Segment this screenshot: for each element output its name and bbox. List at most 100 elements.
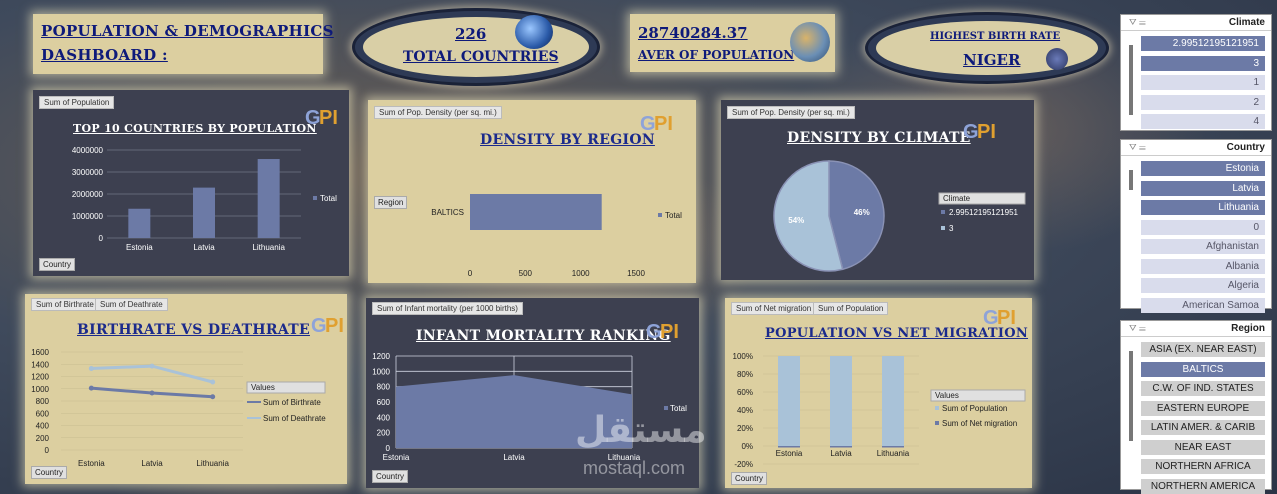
panel-birth-death: Sum of Birthrate Sum of Deathrate BIRTHR… <box>25 294 347 484</box>
kpi-avg-population-box: 28740284.37 AVER OF POPULATION <box>630 14 835 72</box>
slicer-region-title: Region <box>1231 323 1265 334</box>
y-tick-label: 1600 <box>31 348 49 357</box>
slicer-country-item[interactable]: Lithuania <box>1141 200 1265 215</box>
y-tick-label: 1200 <box>372 352 390 361</box>
y-tick-label: 1000000 <box>72 212 104 221</box>
slicer-country-item[interactable]: 0 <box>1141 219 1265 235</box>
x-tick-label: Estonia <box>78 459 105 468</box>
bar <box>257 159 280 238</box>
slicer-region-item[interactable]: C.W. OF IND. STATES <box>1141 381 1265 396</box>
field-tag-deathrate[interactable]: Sum of Deathrate <box>95 298 168 311</box>
legend-swatch <box>935 421 939 425</box>
y-tick-label: 0% <box>741 442 753 451</box>
slicer-country-item[interactable]: Latvia <box>1141 180 1265 196</box>
chart-title-density-region: DENSITY BY REGION <box>480 132 655 148</box>
field-tag-infant[interactable]: Sum of Infant mortality (per 1000 births… <box>372 302 523 315</box>
svg-text:PI: PI <box>660 321 679 343</box>
kpi-avg-population-value: 28740284.37 <box>638 24 748 42</box>
slicer-country-item[interactable]: Algeria <box>1141 278 1265 293</box>
slicer-region-item[interactable]: NORTHERN AFRICA <box>1141 459 1265 474</box>
slicer-country-item[interactable]: Estonia <box>1141 161 1265 176</box>
legend-label: Sum of Birthrate <box>263 398 321 407</box>
filter-clear-icon[interactable]: ⛛ ☰ <box>1129 142 1146 152</box>
y-tick-label: -20% <box>734 460 753 469</box>
x-tick-label: Lithuania <box>252 243 285 252</box>
filter-country-button[interactable]: Country <box>731 472 768 485</box>
panel-density-region: Sum of Pop. Density (per sq. mi.) DENSIT… <box>368 100 696 283</box>
field-tag-population[interactable]: Sum of Population <box>813 302 889 315</box>
legend-label: 2.99512195121951 <box>949 208 1019 217</box>
slicer-climate-item[interactable]: 2 <box>1141 94 1265 110</box>
data-point <box>210 394 216 400</box>
slicer-country-title: Country <box>1226 142 1265 153</box>
pie-slice <box>773 160 844 272</box>
x-tick-label: Latvia <box>830 449 852 458</box>
bar <box>193 187 215 238</box>
filter-country-button[interactable]: Country <box>39 258 76 271</box>
filter-country-button[interactable]: Country <box>372 470 409 483</box>
legend-swatch <box>935 406 939 410</box>
y-tick-label: 400 <box>36 422 50 431</box>
slicer-country-item[interactable]: Afghanistan <box>1141 239 1265 254</box>
gpi-logo: GPI <box>305 107 338 129</box>
y-tick-label: 4000000 <box>72 146 104 155</box>
slicer-region-item[interactable]: ASIA (EX. NEAR EAST) <box>1141 342 1265 357</box>
legend-swatch <box>658 213 662 217</box>
y-tick-label: 200 <box>36 434 50 443</box>
field-tag-population[interactable]: Sum of Population <box>39 96 115 109</box>
svg-text:G: G <box>983 307 999 329</box>
y-tick-label: 1400 <box>31 360 49 369</box>
svg-text:G: G <box>963 121 979 143</box>
dashboard-title-line2: DASHBOARD : <box>41 46 168 64</box>
data-label: 54% <box>788 216 804 225</box>
slicer-region-item[interactable]: LATIN AMER. & CARIB <box>1141 420 1265 435</box>
gpi-logo: GPI <box>640 113 673 135</box>
slicer-climate-item[interactable]: 2.99512195121951 <box>1141 36 1265 51</box>
slicer-climate-item[interactable]: 4 <box>1141 114 1265 129</box>
data-point <box>88 366 94 372</box>
filter-clear-icon[interactable]: ⛛ ☰ <box>1129 17 1146 27</box>
x-tick-label: 1500 <box>627 269 645 278</box>
slicer-country-item[interactable]: American Samoa <box>1141 297 1265 313</box>
svg-text:PI: PI <box>654 113 673 135</box>
x-tick-label: Latvia <box>193 243 215 252</box>
slicer-climate-item[interactable]: 1 <box>1141 75 1265 90</box>
filter-clear-icon[interactable]: ⛛ ☰ <box>1129 323 1146 333</box>
chart-title-birth-death: BIRTHRATE VS DEATHRATE <box>77 322 310 338</box>
field-tag-density[interactable]: Sum of Pop. Density (per sq. mi.) <box>374 106 502 119</box>
chart-title-top10: TOP 10 COUNTRIES BY POPULATION <box>73 122 317 135</box>
y-tick-label: 1000 <box>31 385 49 394</box>
y-tick-label: BALTICS <box>431 208 464 217</box>
slicer-region-item[interactable]: EASTERN EUROPE <box>1141 400 1265 416</box>
x-tick-label: 500 <box>519 269 533 278</box>
kpi-avg-population-label: AVER OF POPULATION <box>638 48 795 62</box>
panel-top10: Sum of Population TOP 10 COUNTRIES BY PO… <box>33 90 349 276</box>
bar <box>778 446 800 448</box>
field-tag-density-climate[interactable]: Sum of Pop. Density (per sq. mi.) <box>727 106 855 119</box>
legend-swatch <box>313 196 317 200</box>
filter-country-button[interactable]: Country <box>31 466 68 479</box>
y-tick-label: 20% <box>737 424 753 433</box>
area <box>396 375 632 448</box>
filter-region-button[interactable]: Region <box>374 196 408 209</box>
slicer-country-item[interactable]: Albania <box>1141 258 1265 274</box>
svg-text:G: G <box>646 321 662 343</box>
slicer-region-item[interactable]: NEAR EAST <box>1141 439 1265 455</box>
bar <box>128 208 151 238</box>
x-tick-label: Lithuania <box>196 459 229 468</box>
field-tag-net-migration[interactable]: Sum of Net migration <box>731 302 817 315</box>
desk-globe-icon <box>790 22 830 62</box>
slicer-region-item[interactable]: NORTHERN AMERICA <box>1141 478 1265 494</box>
bar <box>830 356 852 446</box>
data-point <box>88 385 94 391</box>
bar <box>882 356 904 446</box>
gpi-logo: GPI <box>646 321 679 343</box>
panel-density-climate: Sum of Pop. Density (per sq. mi.) DENSIT… <box>721 100 1034 280</box>
slicer-climate-item[interactable]: 3 <box>1141 55 1265 71</box>
x-tick-label: Lithuania <box>877 449 910 458</box>
y-tick-label: 2000000 <box>72 190 104 199</box>
slicer-region-item[interactable]: BALTICS <box>1141 361 1265 377</box>
legend-title: Climate <box>943 194 971 203</box>
x-tick-label: Lithuania <box>608 453 641 462</box>
